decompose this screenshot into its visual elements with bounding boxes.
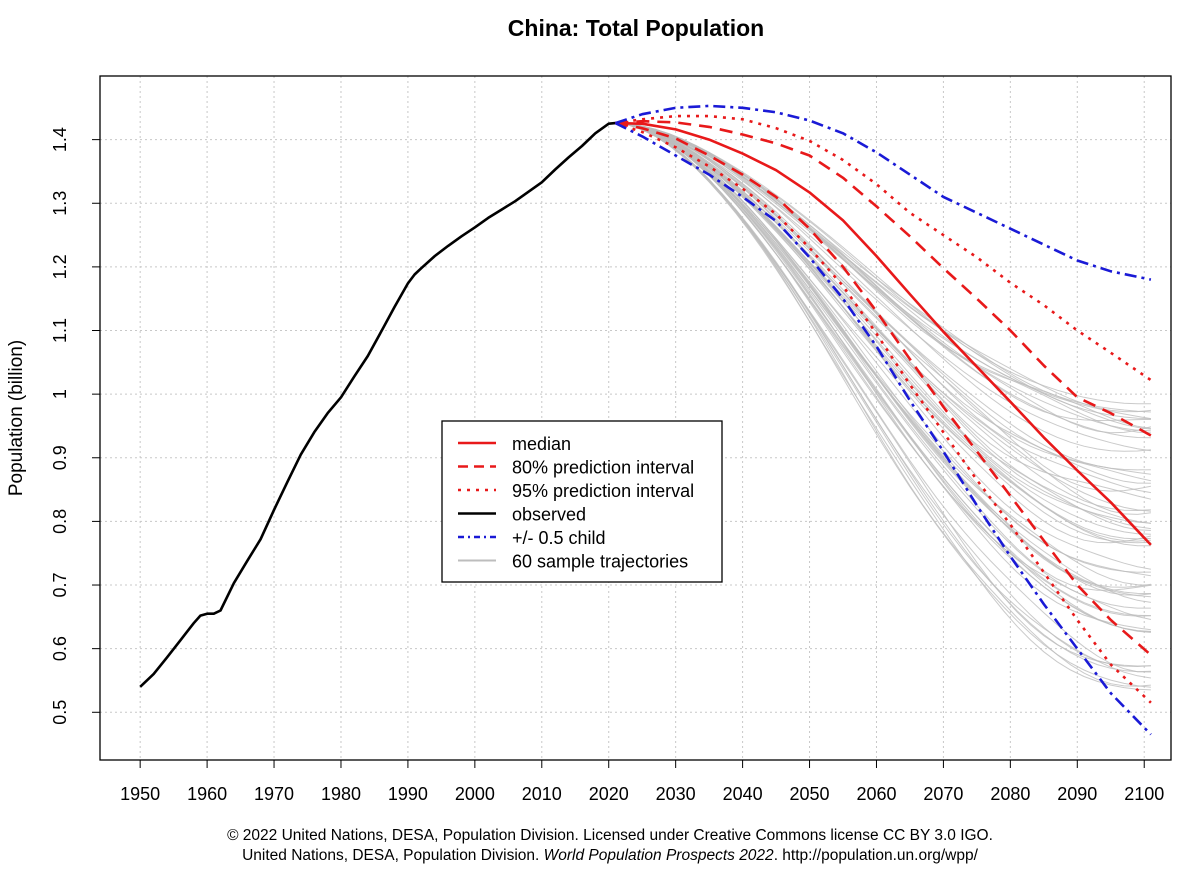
x-tick-label: 2030	[656, 784, 696, 804]
series-line-80-prediction-interval-lower-	[615, 121, 1152, 656]
series-lines	[139, 104, 1152, 736]
y-tick-label: 0.5	[50, 700, 70, 725]
credit-line-2: United Nations, DESA, Population Divisio…	[0, 846, 1200, 865]
credit-prefix: United Nations, DESA, Population Divisio…	[242, 847, 544, 864]
x-tick-label: 2080	[990, 784, 1030, 804]
sample-trajectory-line	[615, 122, 1151, 591]
sample-trajectory-line	[615, 122, 1151, 413]
legend-label: 60 sample trajectories	[512, 552, 688, 572]
y-tick-label: 0.9	[50, 445, 70, 470]
sample-trajectory-line	[615, 122, 1151, 512]
x-tick-label: 2020	[589, 784, 629, 804]
x-tick-label: 1950	[120, 784, 160, 804]
y-tick-label: 1.4	[50, 127, 70, 152]
x-tick-label: 2100	[1124, 784, 1164, 804]
sample-trajectory-line	[615, 122, 1151, 544]
credit-italic: World Population Prospects 2022	[543, 847, 774, 864]
x-axis: 1950 1960 1970 1980 1990 2000 2010 2020 2030 2040…	[120, 759, 1164, 804]
sample-trajectory-line	[615, 122, 1151, 452]
sample-trajectory-line	[615, 122, 1152, 500]
legend-box	[441, 420, 723, 583]
x-tick-label: 2040	[723, 784, 763, 804]
legend-label: median	[512, 434, 571, 454]
x-tick-label: 2000	[455, 784, 495, 804]
y-tick-label: 0.6	[50, 636, 70, 661]
series-line--0-5-child-upper-	[614, 104, 1152, 281]
sample-trajectory-line	[615, 122, 1151, 691]
series-line-80-prediction-interval-upper-	[615, 119, 1152, 437]
series-line-95-prediction-interval-lower-	[614, 121, 1152, 704]
x-tick-label: 2060	[856, 784, 896, 804]
x-tick-label: 2070	[923, 784, 963, 804]
x-tick-label: 2090	[1057, 784, 1097, 804]
y-axis: 0.5 0.6 0.7 0.8 0.9 1 1.1 1.2 1.3 1.4	[50, 127, 101, 725]
legend-label: +/- 0.5 child	[512, 528, 606, 548]
y-axis-label: Population (billion)	[6, 340, 27, 496]
legend-label: 95% prediction interval	[512, 481, 694, 501]
series-line-median	[615, 121, 1152, 546]
grid	[100, 76, 1171, 760]
legend: median 80% prediction interval 95% predict…	[441, 420, 723, 583]
y-tick-label: 1.3	[50, 191, 70, 216]
x-tick-label: 1980	[321, 784, 361, 804]
series-line-95-prediction-interval-upper-	[615, 114, 1152, 382]
x-tick-label: 1970	[254, 784, 294, 804]
sample-trajectories	[615, 122, 1152, 691]
sample-trajectory-line	[615, 122, 1151, 405]
chart-title: China: Total Population	[508, 15, 764, 41]
y-tick-label: 1.1	[50, 318, 70, 343]
sample-trajectory-line	[615, 122, 1151, 535]
x-tick-label: 2050	[790, 784, 830, 804]
x-tick-label: 1990	[388, 784, 428, 804]
legend-label: 80% prediction interval	[512, 458, 694, 478]
y-tick-label: 0.8	[50, 509, 70, 534]
x-tick-label: 1960	[187, 784, 227, 804]
y-tick-label: 1	[50, 389, 70, 399]
y-tick-label: 0.7	[50, 573, 70, 598]
series-line--0-5-child-lower-	[614, 121, 1152, 736]
series-line-observed	[139, 121, 616, 688]
credit-suffix: . http://population.un.org/wpp/	[773, 847, 978, 864]
legend-label: observed	[512, 505, 586, 525]
x-tick-label: 2010	[522, 784, 562, 804]
sample-trajectory-line	[615, 122, 1151, 573]
credit-line-1: © 2022 United Nations, DESA, Population …	[227, 827, 993, 844]
y-tick-label: 1.2	[50, 254, 70, 279]
